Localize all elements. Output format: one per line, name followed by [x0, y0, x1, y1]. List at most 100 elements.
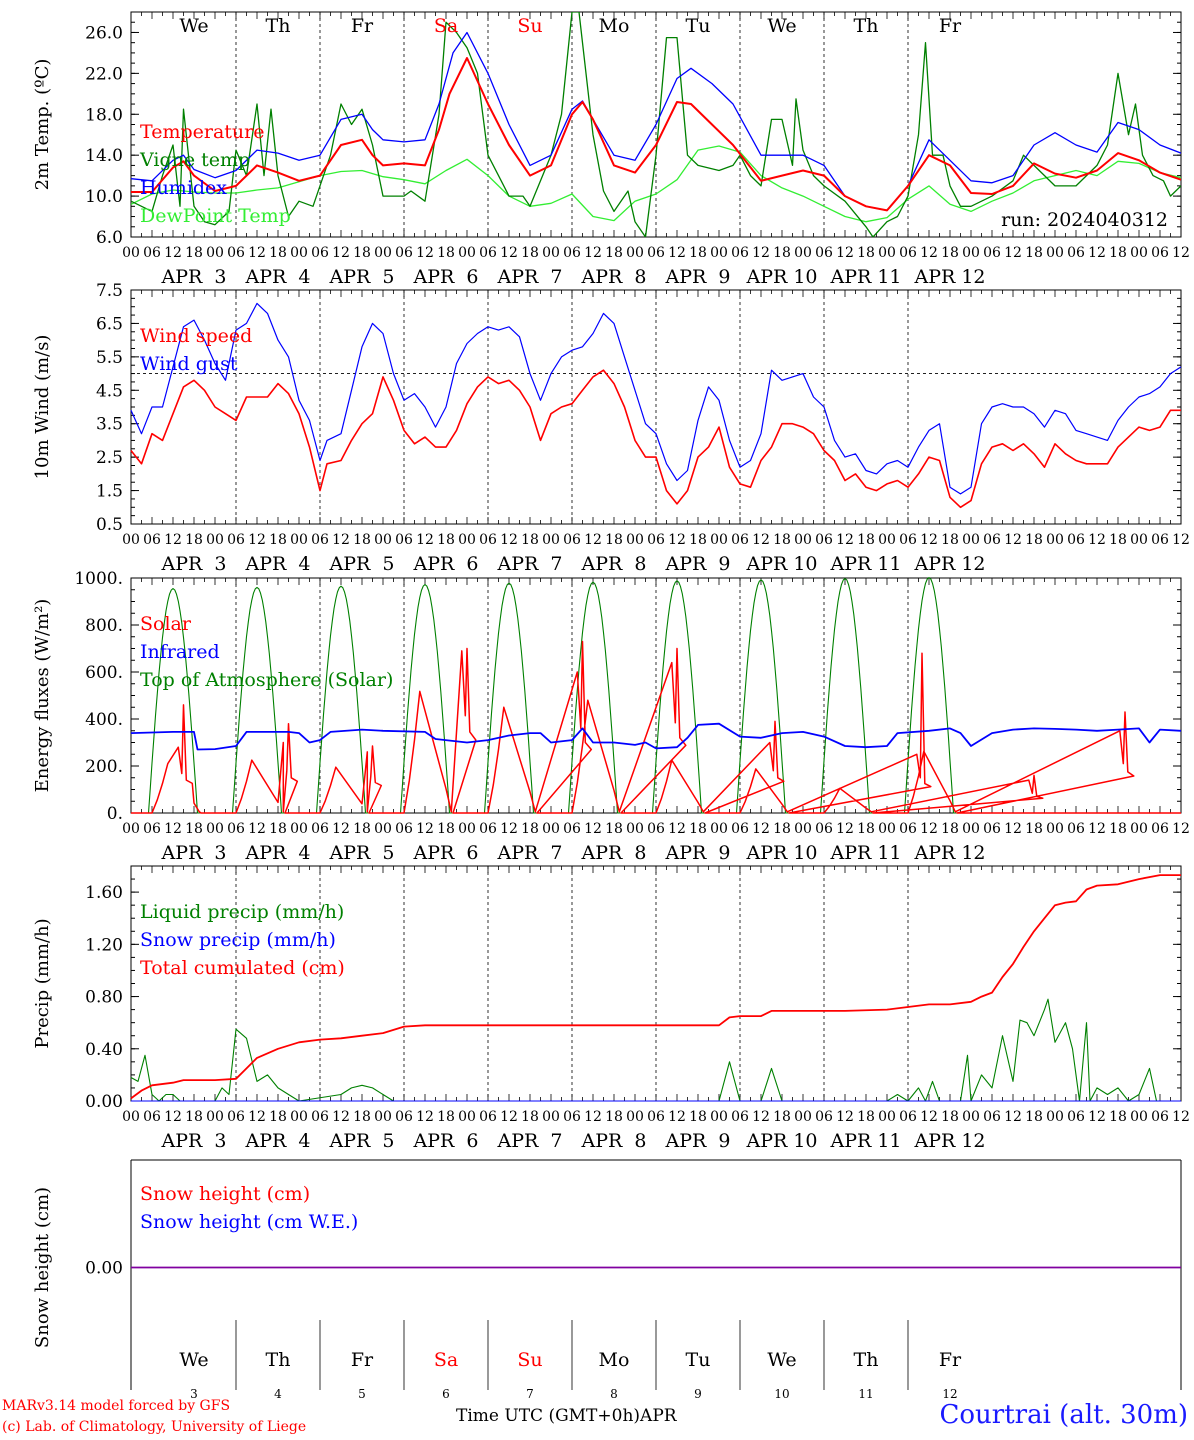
- date-label: APR 8: [581, 553, 647, 575]
- hour-tick-label: 18: [185, 245, 203, 261]
- date-label: APR 9: [665, 553, 731, 575]
- hour-tick-label: 00: [374, 245, 392, 261]
- date-label: APR 3: [161, 553, 227, 575]
- hour-tick-label: 18: [605, 1109, 623, 1125]
- hour-tick-label: 06: [227, 821, 245, 837]
- legend-entry: Top of Atmosphere (Solar): [140, 669, 393, 691]
- hour-tick-label: 18: [605, 245, 623, 261]
- hour-tick-label: 00: [1130, 821, 1148, 837]
- y-tick-label: 14.0: [85, 146, 123, 166]
- hour-tick-label: 18: [773, 245, 791, 261]
- hour-tick-label: 12: [920, 245, 938, 261]
- hour-tick-label: 06: [479, 1109, 497, 1125]
- legend-entry: Wind speed: [140, 325, 252, 347]
- hour-tick-label: 12: [920, 1109, 938, 1125]
- hour-tick-label: 00: [290, 532, 308, 548]
- hour-tick-label: 06: [647, 245, 665, 261]
- date-label: APR 10: [745, 553, 817, 575]
- weekday-label: Mo: [599, 1349, 630, 1371]
- y-tick-label: 800.: [85, 616, 123, 636]
- weekday-label: Th: [266, 1349, 291, 1371]
- hour-tick-label: 12: [1172, 532, 1190, 548]
- hour-tick-label: 06: [395, 821, 413, 837]
- day-number-label: 7: [526, 1387, 534, 1401]
- run-label: run: 2024040312: [1001, 209, 1168, 231]
- time-axis-month: APR: [640, 1406, 677, 1426]
- series-temperature: [131, 57, 1181, 212]
- hour-tick-label: 00: [710, 1109, 728, 1125]
- hour-tick-label: 18: [353, 821, 371, 837]
- legend-entry: Temperature: [140, 121, 264, 143]
- hour-tick-label: 12: [752, 821, 770, 837]
- hour-tick-label: 00: [206, 821, 224, 837]
- hour-tick-label: 18: [353, 532, 371, 548]
- hour-tick-label: 00: [1130, 1109, 1148, 1125]
- hour-tick-label: 00: [794, 821, 812, 837]
- hour-tick-label: 12: [668, 532, 686, 548]
- y-tick-label: 3.5: [96, 415, 123, 435]
- panel-wind: 0.5 1.5 2.5 3.5 4.5 5.5 6.5 7.5 10m Wind (m/s) 00…: [32, 281, 1190, 575]
- hour-tick-label: 12: [500, 821, 518, 837]
- hour-tick-label: 00: [542, 821, 560, 837]
- y-tick-label: 0.5: [96, 515, 123, 535]
- hour-tick-label: 00: [878, 1109, 896, 1125]
- y-tick-label: 1.5: [96, 482, 123, 502]
- day-number-label: 9: [694, 1387, 702, 1401]
- hour-tick-label: 00: [626, 245, 644, 261]
- hour-tick-label: 18: [353, 245, 371, 261]
- hour-tick-label: 18: [521, 1109, 539, 1125]
- hour-tick-label: 06: [479, 821, 497, 837]
- hour-tick-label: 18: [857, 821, 875, 837]
- hour-tick-label: 00: [458, 532, 476, 548]
- hour-tick-label: 18: [605, 821, 623, 837]
- hour-tick-label: 12: [1172, 821, 1190, 837]
- legend-entry: Vigne temp: [139, 149, 250, 171]
- hour-tick-label: 18: [689, 821, 707, 837]
- series-top-of-atmosphere: [131, 576, 971, 814]
- panel-snow: 0.00 Snow height (cm) Snow height (cm) Snow…: [32, 1159, 1182, 1401]
- hour-tick-label: 06: [815, 821, 833, 837]
- series-vigne-temp: [131, 12, 1181, 237]
- hour-tick-label: 06: [1151, 1109, 1169, 1125]
- date-label: APR 3: [161, 842, 227, 864]
- hour-tick-label: 18: [437, 532, 455, 548]
- date-label: APR 12: [913, 553, 985, 575]
- hour-tick-label: 12: [920, 821, 938, 837]
- hour-tick-label: 00: [458, 245, 476, 261]
- hour-tick-label: 12: [1088, 1109, 1106, 1125]
- hour-tick-label: 06: [479, 532, 497, 548]
- y-axis-title: Energy fluxes (W/m²): [32, 599, 53, 793]
- hour-tick-label: 06: [731, 821, 749, 837]
- hour-tick-label: 00: [206, 245, 224, 261]
- hour-tick-label: 00: [878, 245, 896, 261]
- hour-tick-label: 06: [899, 821, 917, 837]
- hour-tick-label: 06: [1151, 821, 1169, 837]
- date-label: APR 8: [581, 1130, 647, 1152]
- hour-tick-label: 06: [311, 821, 329, 837]
- hour-tick-label: 18: [1025, 532, 1043, 548]
- hour-tick-label: 12: [1004, 1109, 1022, 1125]
- hour-tick-label: 00: [290, 1109, 308, 1125]
- series-total-cumulated: [130, 874, 1181, 1100]
- hour-tick-label: 18: [269, 245, 287, 261]
- hour-tick-label: 06: [227, 245, 245, 261]
- hour-tick-label: 00: [542, 532, 560, 548]
- weekday-label: Tu: [686, 1349, 711, 1371]
- legend-entry: Wind gust: [140, 353, 238, 375]
- y-axis-title: 10m Wind (m/s): [32, 335, 53, 480]
- date-label: APR 10: [745, 1130, 817, 1152]
- weekday-label: Sa: [434, 15, 458, 37]
- hour-tick-label: 18: [437, 821, 455, 837]
- hour-tick-label: 18: [437, 245, 455, 261]
- y-tick-label: 6.0: [96, 228, 123, 248]
- hour-tick-label: 18: [605, 532, 623, 548]
- hour-tick-label: 00: [374, 532, 392, 548]
- hour-tick-label: 12: [584, 821, 602, 837]
- series-solar: [131, 640, 1181, 814]
- day-number-label: 10: [774, 1387, 789, 1401]
- hour-tick-label: 06: [311, 1109, 329, 1125]
- weekday-label: Fr: [939, 15, 962, 37]
- hour-tick-label: 12: [332, 1109, 350, 1125]
- hour-tick-label: 12: [584, 245, 602, 261]
